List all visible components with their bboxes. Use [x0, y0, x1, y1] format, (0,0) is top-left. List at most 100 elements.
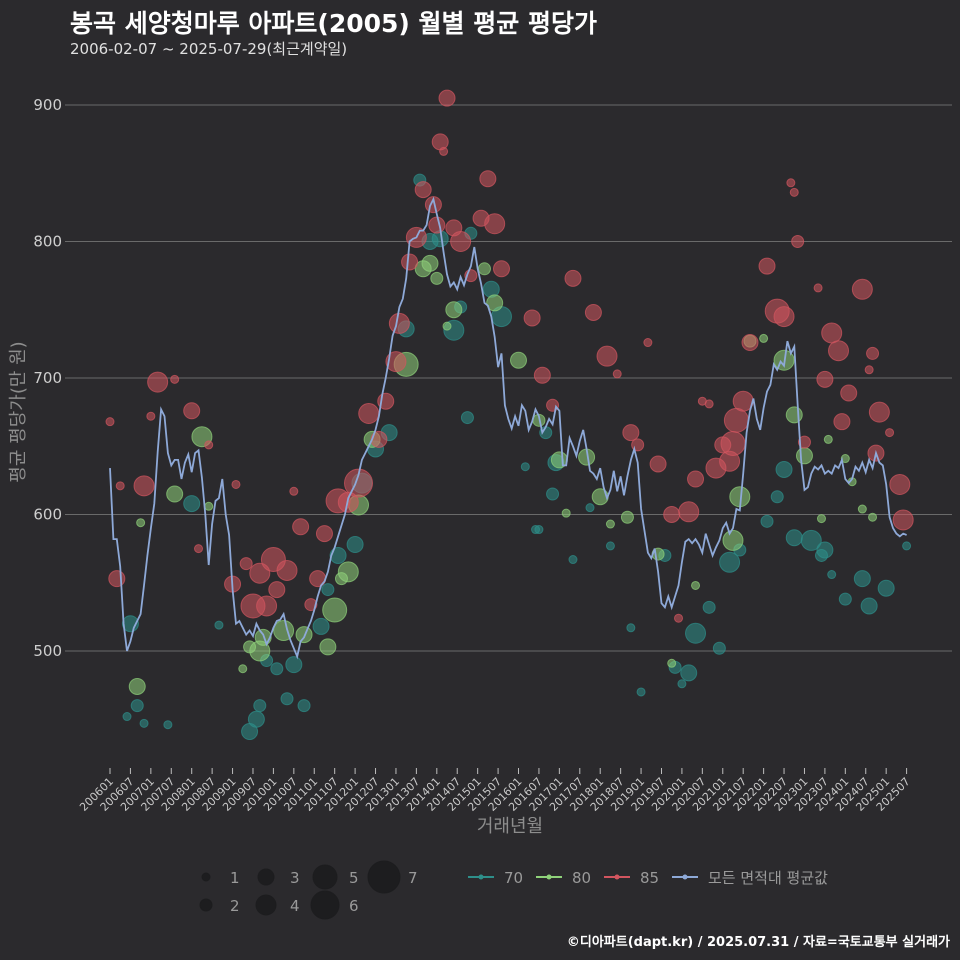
data-point-80: [128, 677, 146, 695]
data-point-85: [385, 351, 407, 373]
data-point-70: [312, 617, 330, 635]
data-point-85: [868, 401, 890, 423]
data-point-80: [691, 580, 701, 590]
data-point-85: [821, 322, 843, 344]
data-point-85: [612, 369, 622, 379]
y-tick-label: 500: [33, 642, 62, 660]
data-point-85: [146, 411, 156, 421]
data-point-70: [321, 583, 335, 597]
data-point-70: [816, 541, 834, 559]
data-point-85: [663, 506, 681, 523]
data-point-85: [704, 399, 714, 409]
data-point-70: [163, 720, 173, 730]
data-point-80: [785, 406, 803, 424]
data-point-85: [687, 470, 705, 488]
legend-size-swatch: [257, 868, 275, 886]
data-point-85: [828, 340, 850, 362]
page-subtitle: 2006-02-07 ~ 2025-07-29(최근계약일): [70, 40, 348, 58]
data-point-85: [892, 509, 914, 531]
data-point-85: [401, 253, 419, 271]
data-point-85: [108, 570, 126, 588]
data-point-85: [773, 306, 795, 328]
data-point-70: [827, 570, 837, 580]
data-point-70: [130, 699, 144, 713]
data-point-80: [319, 638, 337, 656]
data-point-85: [546, 398, 560, 412]
data-point-85: [786, 178, 796, 188]
data-point-85: [183, 402, 201, 420]
data-point-85: [720, 431, 746, 457]
data-point-85: [428, 216, 446, 234]
data-point-85: [674, 613, 684, 623]
data-point-85: [584, 303, 602, 321]
data-point-70: [719, 551, 741, 573]
data-point-70: [285, 656, 303, 674]
data-point-80: [857, 504, 867, 514]
data-point-85: [791, 235, 805, 248]
data-point-85: [115, 481, 125, 491]
data-point-70: [860, 597, 878, 615]
data-point-70: [122, 712, 132, 722]
data-point-85: [885, 428, 895, 438]
data-point-70: [877, 579, 895, 597]
line-layer: [109, 196, 907, 660]
data-point-80: [868, 512, 878, 522]
data-point-70: [329, 546, 347, 564]
data-point-70: [677, 679, 687, 689]
footer-credit: ©디아파트(dapt.kr) / 2025.07.31 / 자료=국토교통부 실…: [566, 935, 950, 950]
data-point-85: [622, 424, 640, 442]
axis-layer: 5006007008009002006012006072007012007072…: [33, 96, 912, 814]
data-point-80: [486, 294, 504, 312]
data-point-80: [273, 620, 295, 642]
data-point-70: [775, 460, 793, 478]
data-point-85: [596, 345, 618, 367]
data-point-70: [585, 503, 595, 513]
data-point-85: [315, 525, 333, 543]
data-point-85: [866, 346, 880, 360]
legend-series-dot: [682, 874, 688, 880]
data-point-70: [636, 687, 646, 697]
data-point-85: [484, 213, 506, 235]
legend-series-label: 85: [640, 869, 659, 887]
data-point-85: [358, 402, 380, 424]
y-axis-title: 평균 평당가(만 원): [8, 341, 29, 482]
data-point-80: [823, 434, 833, 444]
data-point-70: [785, 529, 803, 547]
legend: 1 2 3 4 5 6 7 70 80 85 모든 면적대 평균값: [199, 860, 828, 920]
data-point-70: [214, 620, 224, 630]
data-point-85: [643, 338, 653, 348]
data-point-85: [170, 374, 180, 384]
data-point-85: [304, 598, 318, 612]
data-point-70: [346, 536, 364, 554]
legend-size-label: 6: [349, 897, 359, 915]
data-point-80: [430, 271, 444, 285]
data-point-70: [770, 490, 784, 504]
data-point-70: [680, 664, 698, 682]
data-point-80: [759, 333, 769, 343]
data-point-85: [479, 170, 497, 188]
data-point-70: [280, 692, 294, 706]
data-point-85: [741, 334, 759, 352]
legend-size-swatch: [199, 898, 213, 912]
data-point-85: [813, 283, 823, 293]
data-point-85: [678, 501, 700, 523]
data-point-80: [620, 510, 634, 524]
data-point-85: [797, 435, 811, 449]
data-point-85: [256, 595, 278, 617]
y-tick-label: 800: [33, 233, 62, 251]
data-point-80: [322, 597, 348, 623]
data-point-70: [760, 514, 774, 528]
y-tick-label: 700: [33, 369, 62, 387]
legend-size-swatch: [367, 860, 401, 894]
data-point-70: [520, 462, 530, 472]
data-point-70: [270, 662, 284, 676]
data-point-85: [388, 312, 410, 334]
data-point-70: [702, 600, 716, 614]
data-point-85: [431, 133, 449, 151]
data-point-85: [864, 365, 874, 375]
legend-size-label: 1: [230, 869, 240, 887]
data-point-80: [667, 658, 677, 668]
data-point-80: [816, 514, 826, 524]
data-point-85: [194, 544, 204, 554]
